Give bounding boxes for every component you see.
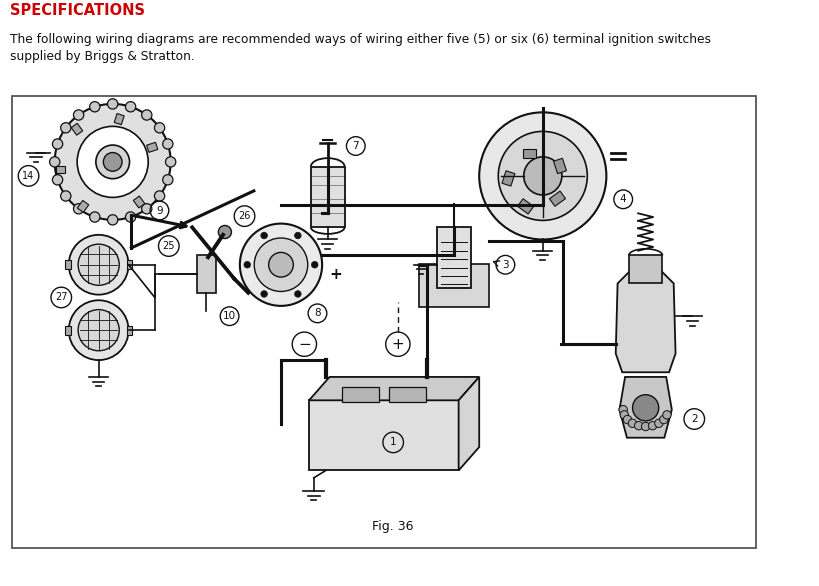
Bar — [553, 158, 566, 173]
Bar — [309, 400, 458, 471]
Circle shape — [311, 261, 318, 268]
Bar — [133, 196, 145, 208]
Circle shape — [61, 122, 71, 133]
Circle shape — [478, 113, 605, 240]
Circle shape — [142, 110, 152, 120]
Polygon shape — [458, 377, 478, 471]
Bar — [628, 255, 662, 284]
Text: 26: 26 — [238, 211, 251, 221]
Circle shape — [260, 232, 267, 239]
Circle shape — [648, 421, 656, 430]
Bar — [523, 149, 536, 158]
Bar — [65, 260, 70, 270]
Circle shape — [103, 152, 122, 171]
Circle shape — [622, 415, 631, 424]
Text: −: − — [297, 337, 310, 352]
Bar — [127, 260, 132, 270]
Circle shape — [154, 122, 165, 133]
Bar — [56, 166, 65, 173]
Bar — [127, 325, 132, 335]
Text: −: − — [329, 248, 342, 263]
Text: 1: 1 — [389, 437, 396, 447]
Circle shape — [260, 291, 267, 297]
Circle shape — [89, 101, 100, 112]
Circle shape — [74, 110, 84, 120]
Circle shape — [634, 421, 642, 430]
Circle shape — [162, 139, 173, 149]
Circle shape — [69, 300, 129, 360]
Bar — [549, 191, 565, 206]
Text: +: + — [391, 337, 404, 352]
Bar — [419, 264, 489, 307]
Bar — [501, 171, 514, 186]
Circle shape — [165, 156, 175, 167]
Circle shape — [627, 419, 636, 427]
Bar — [197, 255, 215, 293]
Circle shape — [631, 395, 658, 421]
Circle shape — [662, 411, 671, 419]
Text: Fig. 36: Fig. 36 — [372, 520, 414, 533]
Text: +: + — [329, 267, 342, 282]
Circle shape — [78, 244, 119, 285]
Circle shape — [294, 291, 301, 297]
Circle shape — [523, 157, 561, 195]
Circle shape — [244, 261, 251, 268]
Circle shape — [294, 232, 301, 239]
Polygon shape — [618, 377, 671, 438]
Text: 27: 27 — [55, 292, 67, 302]
Circle shape — [142, 204, 152, 214]
Circle shape — [498, 131, 586, 220]
Circle shape — [162, 175, 173, 185]
Text: 25: 25 — [162, 241, 174, 251]
Circle shape — [254, 238, 307, 291]
Bar — [388, 387, 425, 402]
Bar — [342, 387, 378, 402]
Circle shape — [654, 419, 663, 427]
Circle shape — [154, 191, 165, 201]
Text: 4: 4 — [619, 195, 626, 205]
Bar — [71, 123, 83, 135]
Circle shape — [96, 145, 129, 179]
Text: 10: 10 — [223, 311, 236, 321]
Circle shape — [78, 309, 119, 351]
Bar — [65, 325, 70, 335]
Circle shape — [55, 104, 170, 220]
Text: 3: 3 — [501, 260, 508, 270]
Bar — [437, 227, 470, 288]
Circle shape — [658, 415, 667, 424]
Text: 2: 2 — [690, 414, 697, 424]
Text: SPECIFICATIONS: SPECIFICATIONS — [10, 3, 145, 18]
Text: The following wiring diagrams are recommended ways of wiring either five (5) or : The following wiring diagrams are recomm… — [10, 33, 710, 63]
Polygon shape — [309, 377, 478, 400]
Text: 8: 8 — [314, 308, 320, 318]
Bar — [77, 200, 88, 212]
Bar — [114, 114, 124, 125]
Circle shape — [107, 99, 118, 109]
Circle shape — [125, 101, 136, 112]
Circle shape — [239, 224, 322, 306]
Circle shape — [107, 214, 118, 225]
Circle shape — [125, 212, 136, 222]
Circle shape — [74, 204, 84, 214]
Circle shape — [61, 191, 71, 201]
Circle shape — [52, 175, 62, 185]
Bar — [517, 199, 533, 214]
Text: 9: 9 — [156, 206, 162, 216]
Circle shape — [269, 253, 293, 277]
Circle shape — [49, 156, 60, 167]
Circle shape — [52, 139, 62, 149]
Polygon shape — [615, 270, 675, 372]
Circle shape — [640, 423, 649, 431]
Circle shape — [618, 406, 627, 414]
Circle shape — [218, 226, 231, 239]
Text: 7: 7 — [352, 141, 359, 151]
Circle shape — [77, 127, 148, 197]
Bar — [310, 166, 344, 227]
Circle shape — [69, 235, 129, 295]
Circle shape — [89, 212, 100, 222]
Circle shape — [619, 411, 627, 419]
Text: 14: 14 — [22, 171, 34, 181]
Bar — [147, 142, 157, 152]
